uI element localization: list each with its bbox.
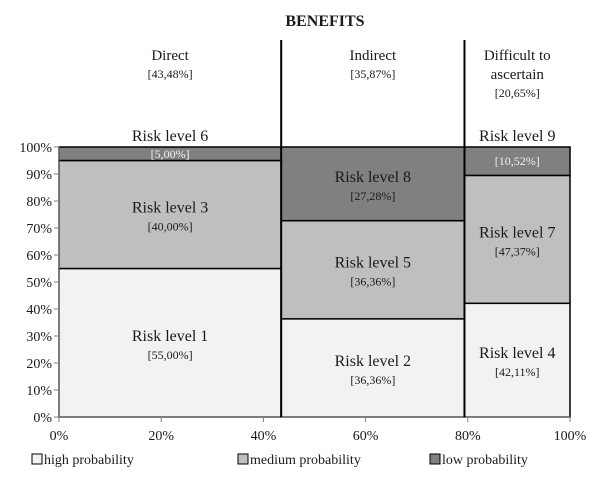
- segment-value-label: [47,37%]: [495, 244, 540, 258]
- y-tick-label: 10%: [26, 384, 52, 399]
- legend-swatch: [31, 453, 43, 465]
- column-share-label: [20,65%]: [495, 86, 540, 100]
- bar-segment: [58, 267, 282, 418]
- segment-value-label: [36,36%]: [350, 373, 395, 387]
- bar-segment: [58, 159, 282, 270]
- y-tick-label: 60%: [26, 249, 52, 264]
- legend-swatch: [429, 453, 441, 465]
- axes-group: 0% 10% 20% 30% 40% 50% 60% 70% 80% 90% 100% 0% 20% 40…: [19, 141, 586, 444]
- bar-segment: [463, 174, 571, 305]
- y-tick-label: 70%: [26, 222, 52, 237]
- y-tick-label: 50%: [26, 276, 52, 291]
- column-header: Difficult to: [484, 48, 551, 64]
- segment-label: Risk level 9: [479, 128, 555, 145]
- y-tick-label: 20%: [26, 357, 52, 372]
- bar-segment: [280, 318, 466, 418]
- segment-value-label: [27,28%]: [350, 189, 395, 203]
- legend-swatch: [237, 453, 249, 465]
- column-share-label: [35,87%]: [350, 67, 395, 81]
- chart-title: BENEFITS: [285, 13, 364, 30]
- x-tick-label: 0%: [50, 429, 69, 444]
- segment-value-label: [40,00%]: [148, 220, 193, 234]
- segment-label: Risk level 7: [479, 224, 555, 241]
- segment-label: Risk level 3: [132, 200, 208, 217]
- x-tick-label: 20%: [148, 429, 174, 444]
- legend: high probability medium probability low pr…: [31, 453, 528, 468]
- y-tick-label: 0%: [33, 411, 52, 426]
- segment-value-label: [5,00%]: [151, 147, 190, 161]
- y-tick-label: 90%: [26, 168, 52, 183]
- legend-label: high probability: [44, 453, 134, 468]
- segment-value-label: [10,52%]: [495, 154, 540, 168]
- x-tick-label: 100%: [554, 429, 587, 444]
- column-dividers: [280, 40, 466, 417]
- column-headers: Direct [43,48%] Indirect [35,87%] Difficult …: [148, 48, 551, 100]
- column-header: ascertain: [491, 67, 545, 83]
- column-header: Indirect: [350, 48, 397, 64]
- x-tick-label: 80%: [455, 429, 481, 444]
- bar-segment: [280, 219, 466, 320]
- segment-label: Risk level 8: [335, 169, 411, 186]
- segment-value-label: [42,11%]: [495, 365, 540, 379]
- segment-label: Risk level 2: [335, 353, 411, 370]
- segment-label: Risk level 6: [132, 128, 208, 145]
- column-share-label: [43,48%]: [148, 67, 193, 81]
- legend-label: low probability: [442, 453, 528, 468]
- legend-label: medium probability: [250, 453, 361, 468]
- y-tick-label: 30%: [26, 330, 52, 345]
- y-tick-label: 40%: [26, 303, 52, 318]
- segment-label: Risk level 4: [479, 345, 555, 362]
- y-tick-label: 80%: [26, 195, 52, 210]
- y-tick-label: 100%: [19, 141, 52, 156]
- x-tick-label: 40%: [251, 429, 277, 444]
- x-tick-label: 60%: [353, 429, 379, 444]
- segment-value-label: [36,36%]: [350, 275, 395, 289]
- column-header: Direct: [151, 48, 189, 64]
- segment-label: Risk level 1: [132, 328, 208, 345]
- bar-segment: [280, 146, 466, 222]
- segment-value-label: [55,00%]: [148, 348, 193, 362]
- segment-label: Risk level 5: [335, 255, 411, 272]
- bars-group: Risk level 1 [55,00%] Risk level 3 [40,00%]…: [58, 128, 571, 418]
